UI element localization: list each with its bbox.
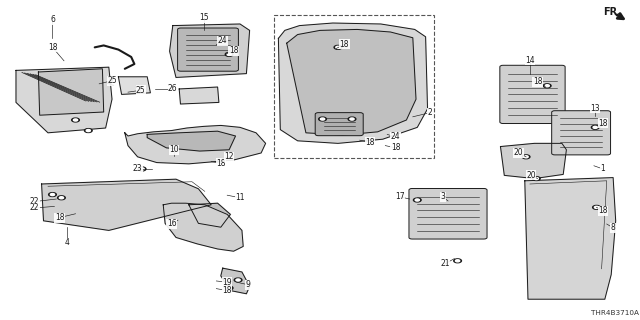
Text: 18: 18 — [391, 143, 400, 152]
Text: 8: 8 — [611, 223, 616, 232]
Polygon shape — [16, 67, 112, 133]
Circle shape — [593, 205, 600, 209]
FancyBboxPatch shape — [552, 111, 611, 155]
Text: 19: 19 — [222, 278, 232, 287]
Polygon shape — [500, 143, 566, 179]
Text: 9: 9 — [246, 280, 251, 289]
Text: 16: 16 — [166, 220, 177, 228]
Polygon shape — [125, 125, 266, 164]
Text: 11: 11 — [236, 193, 244, 202]
Circle shape — [138, 167, 146, 171]
Text: 6: 6 — [50, 15, 55, 24]
Text: 18: 18 — [55, 213, 64, 222]
Text: THR4B3710A: THR4B3710A — [591, 310, 639, 316]
Text: 18: 18 — [223, 286, 232, 295]
Text: 25: 25 — [107, 76, 117, 85]
Text: 2: 2 — [428, 108, 433, 117]
Text: 20: 20 — [513, 148, 524, 157]
Circle shape — [51, 194, 54, 196]
Polygon shape — [189, 203, 230, 227]
Circle shape — [86, 130, 90, 132]
Text: 18: 18 — [229, 46, 238, 55]
Circle shape — [522, 155, 530, 159]
Circle shape — [225, 52, 233, 56]
FancyBboxPatch shape — [500, 65, 565, 124]
Circle shape — [595, 206, 598, 208]
Text: 12: 12 — [225, 152, 234, 161]
Circle shape — [532, 177, 540, 180]
Text: 15: 15 — [198, 13, 209, 22]
Text: 21: 21 — [440, 260, 449, 268]
Circle shape — [350, 118, 354, 120]
Circle shape — [591, 125, 599, 129]
Text: 4: 4 — [65, 238, 70, 247]
Text: 18: 18 — [533, 77, 542, 86]
Text: 25: 25 — [136, 86, 146, 95]
Circle shape — [236, 279, 240, 281]
Circle shape — [58, 196, 65, 200]
Text: 13: 13 — [590, 104, 600, 113]
Polygon shape — [170, 24, 250, 77]
Text: 1: 1 — [600, 164, 605, 173]
FancyBboxPatch shape — [409, 188, 487, 239]
Circle shape — [227, 287, 231, 289]
Polygon shape — [38, 69, 104, 115]
Circle shape — [234, 278, 242, 282]
Circle shape — [74, 119, 77, 121]
Circle shape — [227, 53, 231, 55]
Circle shape — [524, 156, 528, 158]
Text: 24: 24 — [218, 36, 228, 45]
Circle shape — [413, 198, 421, 202]
Text: 26: 26 — [168, 84, 178, 93]
Circle shape — [454, 259, 461, 263]
Circle shape — [545, 85, 549, 87]
Bar — [274, 15, 434, 158]
Polygon shape — [118, 77, 150, 94]
Polygon shape — [287, 29, 416, 135]
Text: 22: 22 — [30, 204, 39, 212]
Text: 10: 10 — [169, 145, 179, 154]
Circle shape — [225, 286, 233, 290]
Polygon shape — [163, 203, 243, 251]
Circle shape — [348, 117, 356, 121]
Text: 18: 18 — [365, 138, 374, 147]
Text: 18: 18 — [48, 43, 57, 52]
Circle shape — [456, 260, 460, 262]
Circle shape — [415, 199, 419, 201]
Circle shape — [84, 129, 92, 132]
Text: 14: 14 — [525, 56, 535, 65]
Text: 18: 18 — [340, 40, 349, 49]
Circle shape — [334, 45, 342, 49]
Text: FR.: FR. — [603, 7, 621, 17]
Text: 18: 18 — [598, 206, 607, 215]
Circle shape — [593, 126, 597, 128]
FancyBboxPatch shape — [178, 28, 239, 71]
Text: 3: 3 — [440, 192, 445, 201]
Circle shape — [140, 168, 144, 170]
Text: 20: 20 — [526, 171, 536, 180]
Text: 18: 18 — [216, 159, 225, 168]
Circle shape — [72, 118, 79, 122]
Text: 18: 18 — [598, 119, 607, 128]
Text: 17: 17 — [395, 192, 405, 201]
Text: 24: 24 — [390, 132, 401, 141]
Circle shape — [321, 118, 324, 120]
Text: 23: 23 — [132, 164, 143, 173]
Circle shape — [543, 84, 551, 88]
Circle shape — [60, 197, 63, 199]
Circle shape — [319, 117, 326, 121]
Circle shape — [49, 193, 56, 196]
Polygon shape — [42, 179, 211, 230]
FancyBboxPatch shape — [316, 113, 364, 136]
Text: 22: 22 — [30, 197, 39, 206]
Polygon shape — [525, 178, 616, 299]
Polygon shape — [278, 23, 428, 143]
Polygon shape — [221, 268, 250, 294]
Polygon shape — [179, 87, 219, 104]
Circle shape — [336, 46, 340, 48]
Circle shape — [534, 178, 538, 180]
Polygon shape — [147, 131, 236, 151]
